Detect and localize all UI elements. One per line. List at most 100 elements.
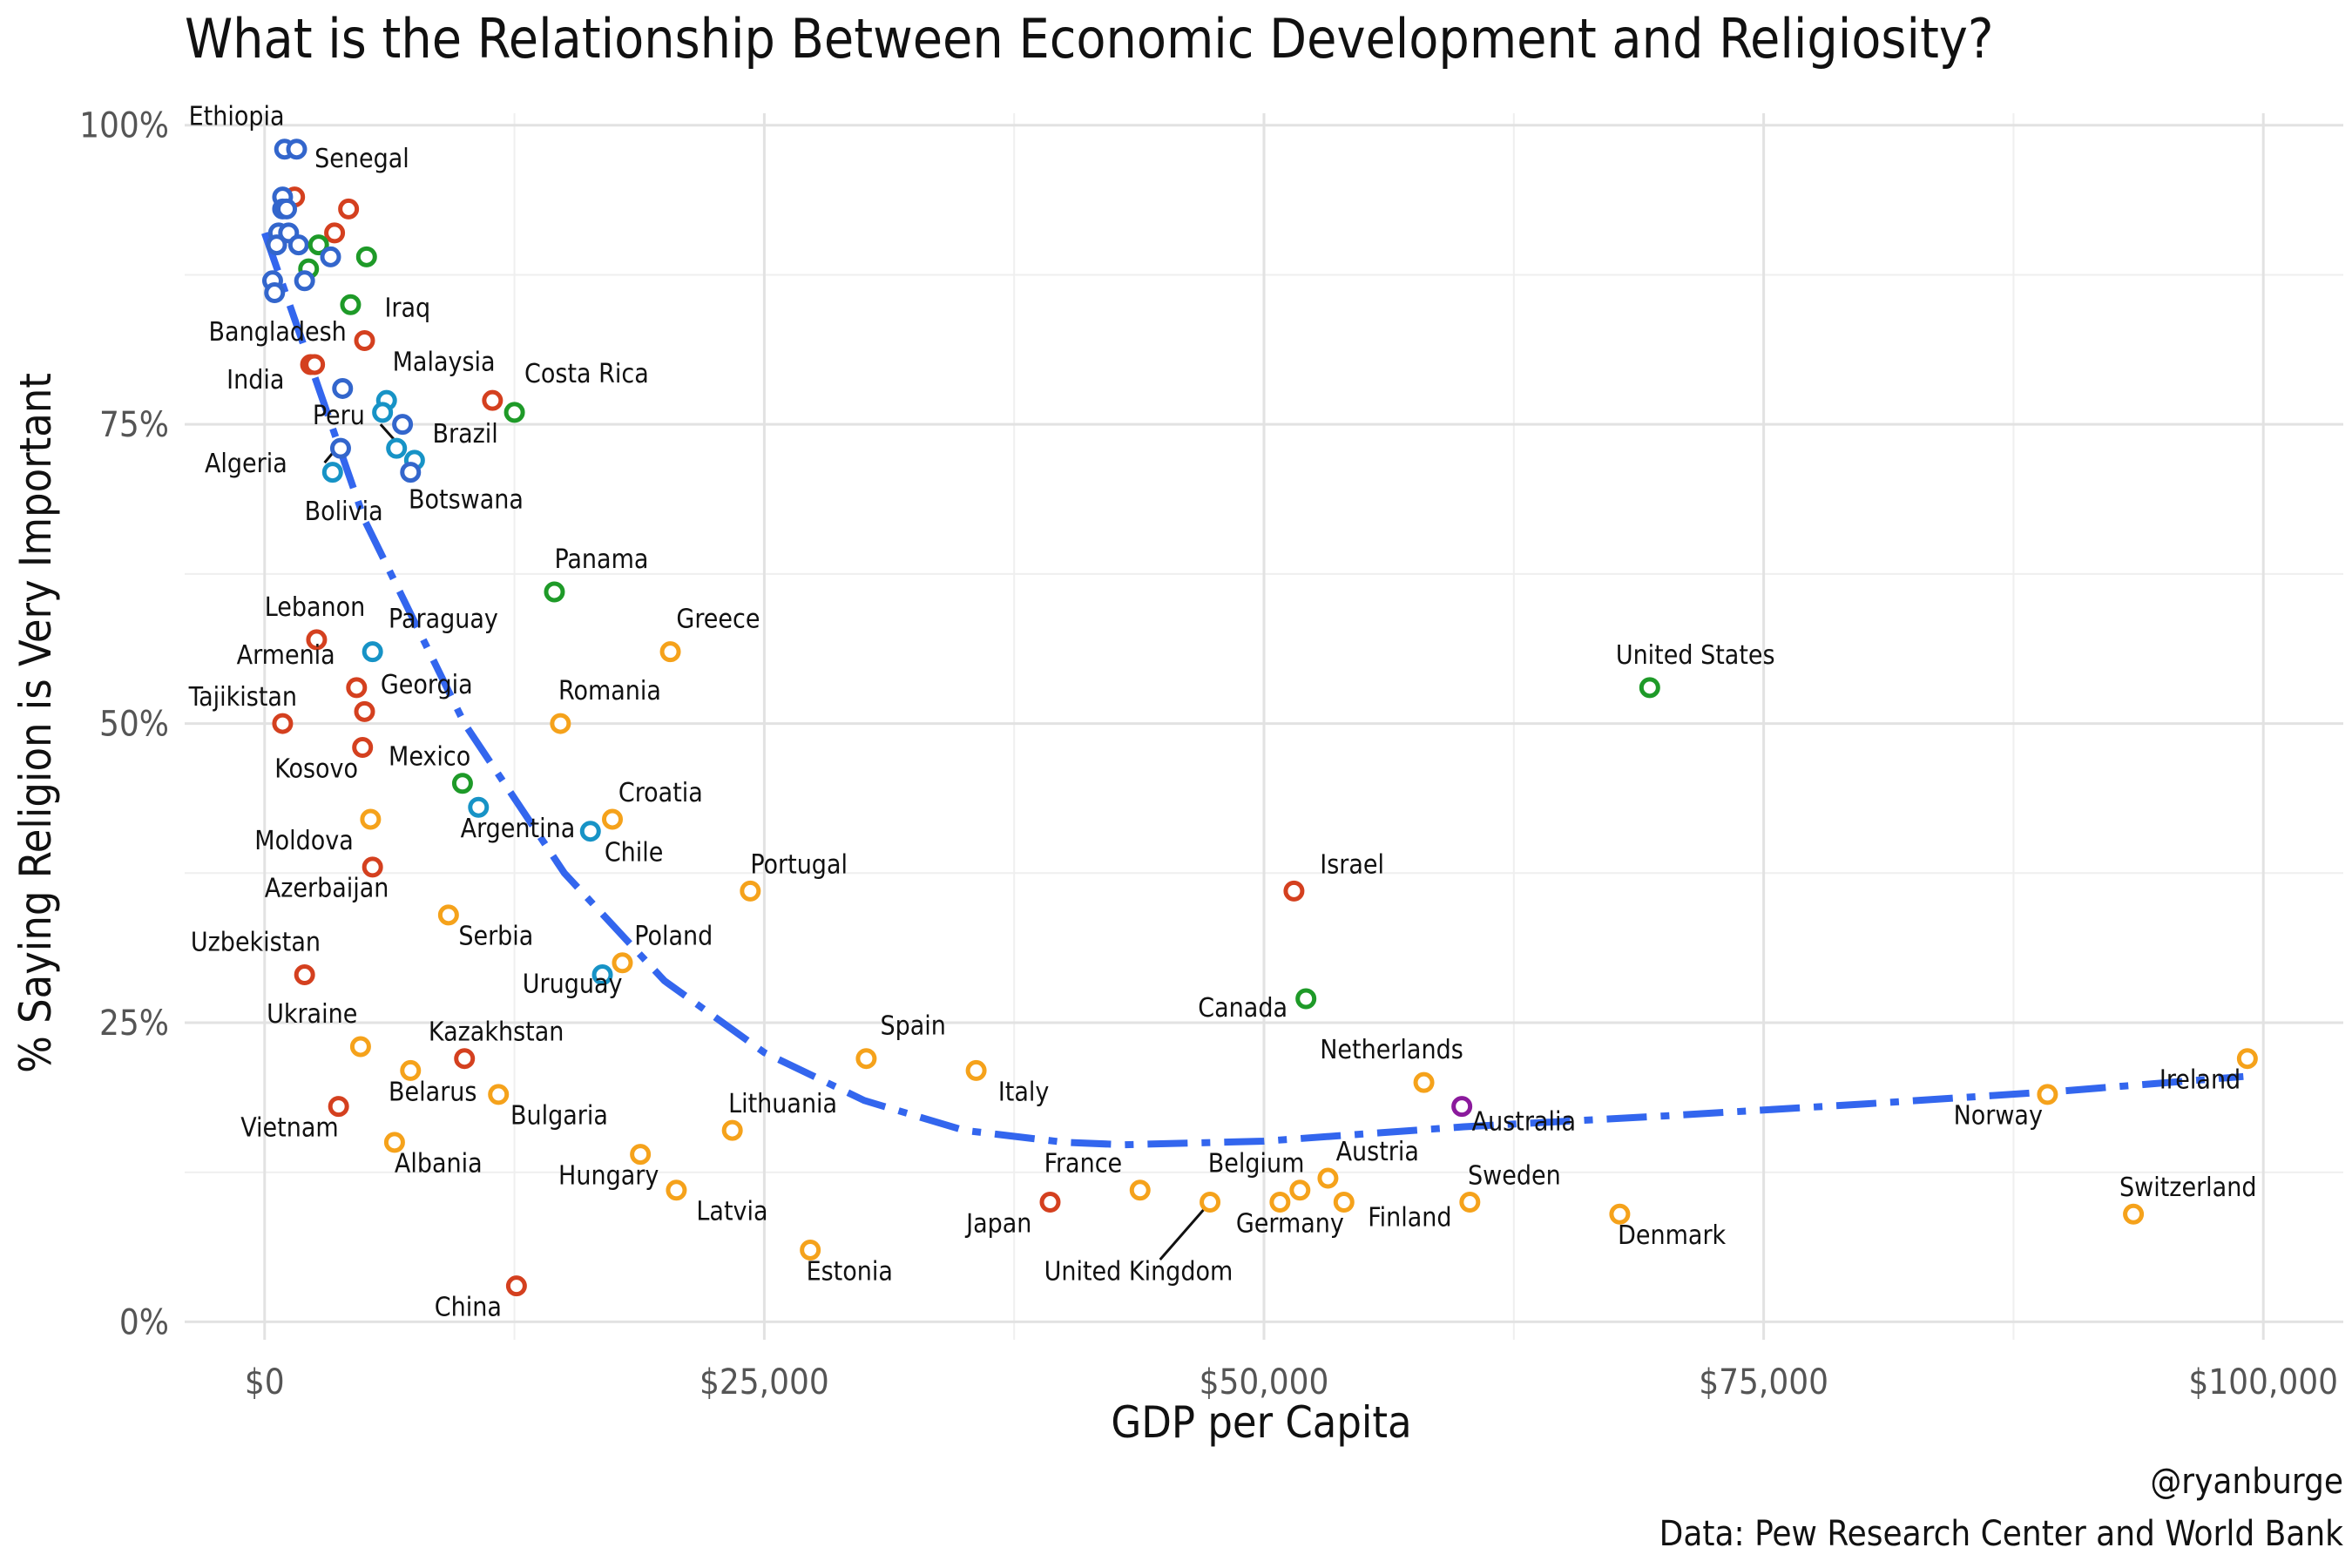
- point-label: Switzerland: [2119, 1173, 2256, 1203]
- point-label: Portugal: [750, 849, 848, 880]
- point-label: Romania: [558, 676, 661, 706]
- data-point: [2123, 1203, 2145, 1225]
- point-label: Germany: [1236, 1208, 1344, 1239]
- x-tick-label: $25,000: [700, 1362, 829, 1402]
- data-point: [1039, 1192, 1061, 1213]
- data-point: [332, 377, 354, 399]
- point-label: Paraguay: [389, 605, 498, 635]
- y-axis-ticks: 0% 25% 50% 75% 100%: [79, 106, 169, 1343]
- data-point: [328, 1096, 349, 1118]
- point-label: Poland: [634, 922, 713, 952]
- data-point: [602, 808, 624, 830]
- point-label: United Kingdom: [1044, 1256, 1233, 1287]
- x-tick-label: $100,000: [2188, 1362, 2338, 1402]
- point-label: Spain: [880, 1011, 945, 1042]
- data-point: [362, 856, 383, 878]
- trend-line: [261, 232, 2244, 1149]
- data-point: [1289, 1179, 1311, 1201]
- point-label: Denmark: [1618, 1220, 1726, 1251]
- data-points: [261, 139, 2258, 1297]
- data-point: [320, 246, 341, 267]
- data-point: [354, 329, 375, 351]
- data-point: [721, 1119, 743, 1141]
- point-label: Belgium: [1208, 1149, 1305, 1179]
- data-point: [286, 139, 308, 160]
- point-label: Lebanon: [265, 592, 366, 623]
- data-point: [800, 1239, 821, 1260]
- data-point: [630, 1144, 652, 1166]
- y-tick-label: 25%: [99, 1004, 169, 1044]
- data-point: [272, 713, 294, 734]
- data-point: [400, 462, 422, 483]
- grid: [185, 113, 2343, 1340]
- point-label: Brazil: [433, 419, 498, 449]
- point-label: Croatia: [618, 778, 703, 808]
- point-label: Moldova: [254, 826, 353, 856]
- data-point: [354, 700, 375, 722]
- data-point: [308, 234, 329, 256]
- point-label: Tajikistan: [188, 682, 297, 713]
- data-point: [287, 234, 309, 256]
- data-point: [454, 1048, 476, 1070]
- data-point: [1609, 1203, 1631, 1225]
- data-point: [1269, 1192, 1291, 1213]
- data-point: [349, 1036, 371, 1058]
- y-tick-label: 0%: [119, 1302, 169, 1342]
- data-point: [400, 1059, 422, 1081]
- point-label: Netherlands: [1320, 1035, 1463, 1065]
- point-label: Azerbaijan: [265, 874, 389, 904]
- point-label: Uruguay: [523, 970, 623, 1000]
- point-label: Armenia: [237, 640, 335, 671]
- data-point: [855, 1048, 877, 1070]
- point-label: Hungary: [558, 1160, 659, 1191]
- point-label: China: [435, 1293, 502, 1323]
- data-point: [1200, 1192, 1221, 1213]
- chart-title: What is the Relationship Between Economi…: [185, 7, 1993, 71]
- data-point: [329, 437, 351, 459]
- point-label: Israel: [1320, 849, 1384, 880]
- point-label: Panama: [554, 544, 648, 575]
- point-label: Canada: [1198, 993, 1288, 1024]
- point-label: Vietnam: [240, 1112, 338, 1143]
- data-point: [372, 402, 394, 423]
- data-point: [1333, 1192, 1355, 1213]
- data-point: [451, 773, 473, 794]
- data-point: [505, 1275, 527, 1297]
- data-point: [346, 677, 368, 699]
- data-point: [482, 389, 504, 411]
- point-label: Albania: [395, 1149, 483, 1179]
- data-point: [1129, 1179, 1151, 1201]
- data-point: [1317, 1167, 1339, 1189]
- point-label: Uzbekistan: [191, 928, 321, 958]
- data-point: [362, 641, 383, 663]
- data-point: [468, 796, 490, 818]
- y-axis-title: % Saying Religion is Very Important: [10, 373, 61, 1073]
- data-point: [579, 821, 601, 842]
- data-point: [304, 354, 326, 375]
- point-label: Australia: [1472, 1107, 1576, 1138]
- point-label: Algeria: [205, 449, 287, 479]
- data-point: [488, 1084, 510, 1105]
- y-tick-label: 100%: [79, 106, 169, 146]
- y-tick-label: 50%: [99, 705, 169, 745]
- point-label: Bolivia: [305, 497, 383, 527]
- point-label: Georgia: [381, 670, 473, 700]
- data-point: [1413, 1071, 1435, 1093]
- data-point: [392, 414, 414, 436]
- data-point: [1451, 1096, 1473, 1118]
- leader-line: [1159, 1206, 1207, 1260]
- data-point: [338, 198, 360, 220]
- point-label: Kazakhstan: [429, 1017, 564, 1048]
- x-tick-label: $50,000: [1200, 1362, 1329, 1402]
- point-label: Malaysia: [393, 347, 496, 377]
- x-axis-title: GDP per Capita: [1111, 1397, 1411, 1448]
- data-point: [352, 737, 374, 759]
- point-label: Iraq: [384, 294, 430, 324]
- point-label: Peru: [313, 401, 365, 431]
- point-labels: Ethiopia Senegal Iraq Bangladesh India Malays…: [188, 102, 2257, 1323]
- point-label: Botswana: [409, 484, 524, 515]
- data-point: [437, 904, 459, 926]
- data-point: [264, 282, 286, 304]
- data-point: [306, 629, 328, 651]
- data-point: [740, 880, 761, 902]
